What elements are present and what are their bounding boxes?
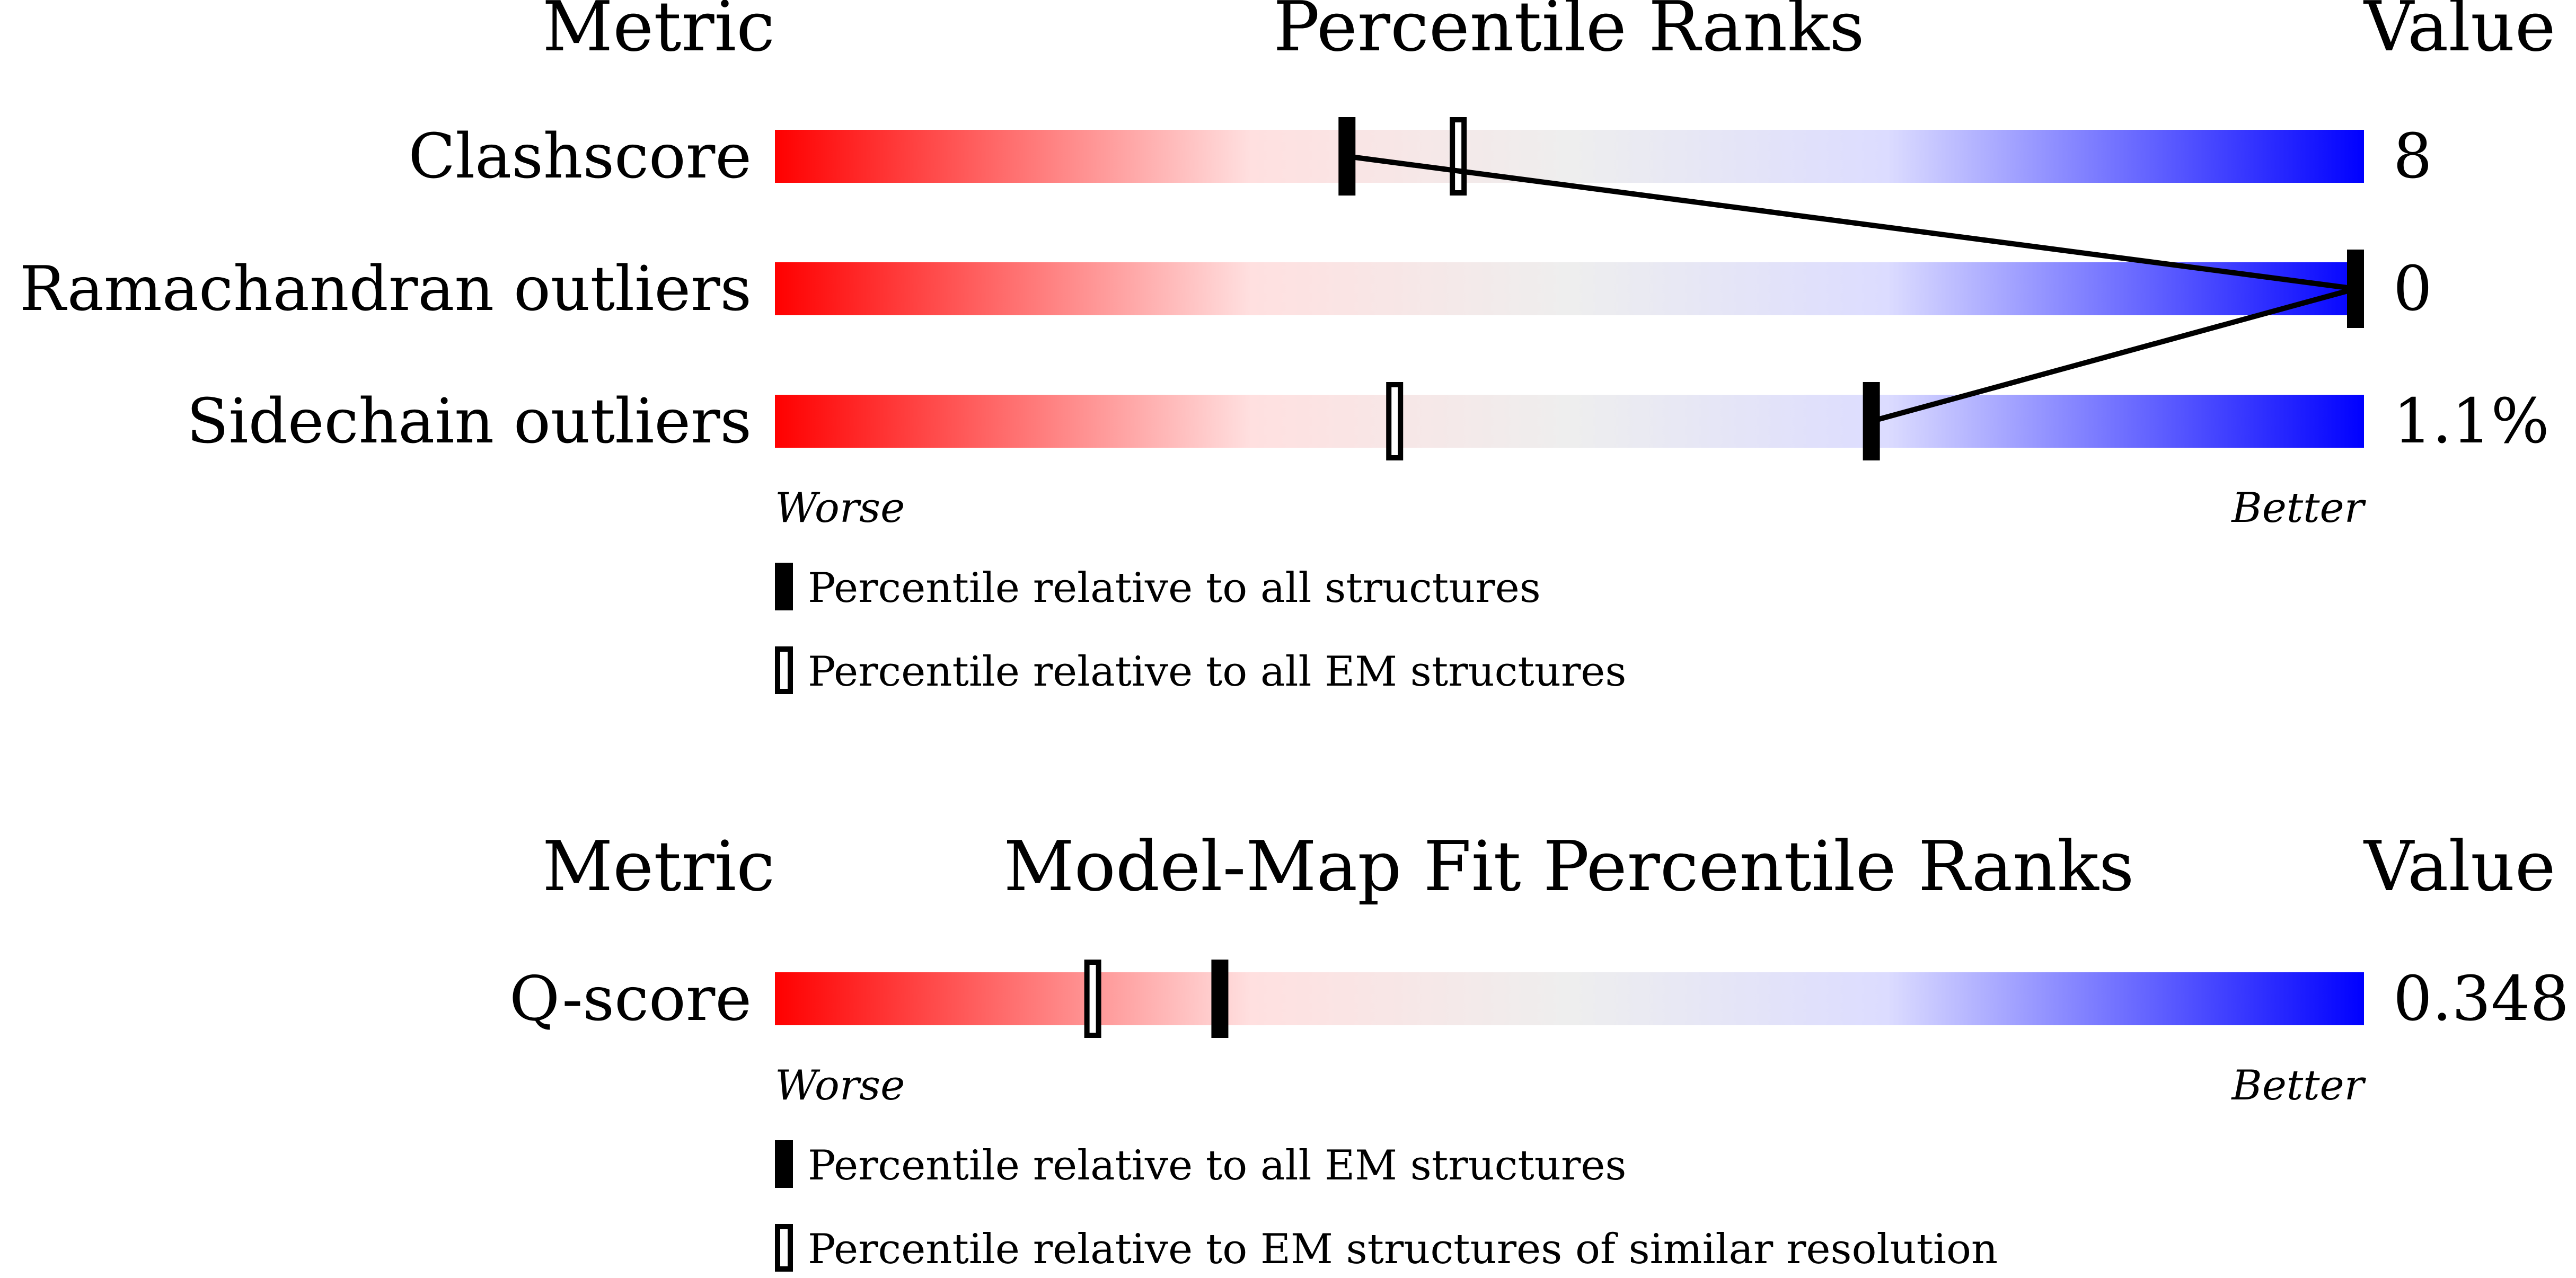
worse-label: Worse: [775, 1062, 905, 1110]
percentile-bar: [775, 262, 2364, 315]
legend-open-marker: [775, 646, 793, 694]
chart-title: Model-Map Fit Percentile Ranks: [1004, 826, 2134, 907]
metric-row: Sidechain outliers 1.1%: [187, 382, 2549, 460]
metric-label: Sidechain outliers: [187, 386, 752, 457]
legend-label: Percentile relative to all EM structures: [808, 1142, 1626, 1190]
metric-value: 0: [2393, 253, 2432, 325]
legend-filled-marker: [775, 1140, 793, 1188]
metric-value: 0.348: [2393, 963, 2569, 1035]
open-percentile-marker: [1386, 382, 1404, 460]
legend-filled-marker: [775, 563, 793, 610]
metric-row: Clashscore 8: [408, 117, 2432, 196]
value-header: Value: [2363, 826, 2556, 907]
legend-item: Percentile relative to EM structures of …: [775, 1224, 1998, 1273]
value-header: Value: [2363, 0, 2556, 67]
section-2: Metric Model-Map Fit Percentile Ranks Valu…: [509, 826, 2569, 1273]
metric-header: Metric: [542, 0, 775, 67]
metric-label: Q-score: [509, 963, 752, 1035]
metric-value: 1.1%: [2393, 386, 2549, 457]
percentile-bar: [775, 972, 2364, 1025]
legend-open-marker: [775, 1224, 793, 1272]
metric-row: Ramachandran outliers 0: [20, 250, 2432, 328]
legend-label: Percentile relative to all EM structures: [808, 648, 1626, 696]
percentile-connector-line: [1346, 154, 2357, 424]
legend-item: Percentile relative to all EM structures: [775, 1140, 1626, 1190]
open-percentile-marker: [1450, 117, 1467, 196]
metric-header: Metric: [542, 826, 775, 907]
worse-label: Worse: [775, 484, 905, 532]
legend-item: Percentile relative to all structures: [775, 563, 1541, 612]
better-label: Better: [2230, 484, 2366, 532]
metric-row: Q-score 0.348: [509, 960, 2569, 1038]
filled-percentile-marker: [1211, 960, 1229, 1038]
percentile-bar: [775, 395, 2364, 448]
percentile-bar: [775, 130, 2364, 183]
metric-label: Clashscore: [408, 121, 752, 192]
metric-value: 8: [2393, 121, 2432, 192]
open-percentile-marker: [1084, 960, 1101, 1038]
chart-title: Percentile Ranks: [1273, 0, 1864, 67]
section-1: Metric Percentile Ranks Value Clashscore 8 Ra…: [20, 0, 2556, 696]
better-label: Better: [2230, 1062, 2366, 1110]
legend-item: Percentile relative to all EM structures: [775, 646, 1626, 696]
legend-label: Percentile relative to EM structures of …: [808, 1226, 1998, 1273]
legend-label: Percentile relative to all structures: [808, 564, 1541, 612]
metric-label: Ramachandran outliers: [20, 253, 752, 325]
